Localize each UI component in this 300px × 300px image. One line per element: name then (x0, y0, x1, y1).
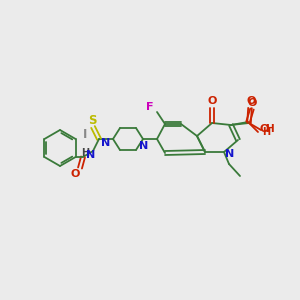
Text: H: H (81, 148, 89, 158)
Text: N: N (101, 138, 111, 148)
Text: N: N (140, 141, 148, 151)
Text: H: H (266, 124, 274, 134)
Text: F: F (146, 102, 154, 112)
Text: S: S (88, 113, 96, 127)
Text: N: N (225, 149, 235, 159)
Text: N: N (86, 150, 96, 160)
Text: O: O (246, 96, 256, 106)
Text: O: O (259, 124, 269, 134)
Text: O: O (247, 98, 257, 108)
Text: I: I (82, 128, 87, 142)
Text: O: O (207, 96, 217, 106)
Text: H: H (262, 127, 270, 137)
Text: O: O (70, 169, 80, 179)
